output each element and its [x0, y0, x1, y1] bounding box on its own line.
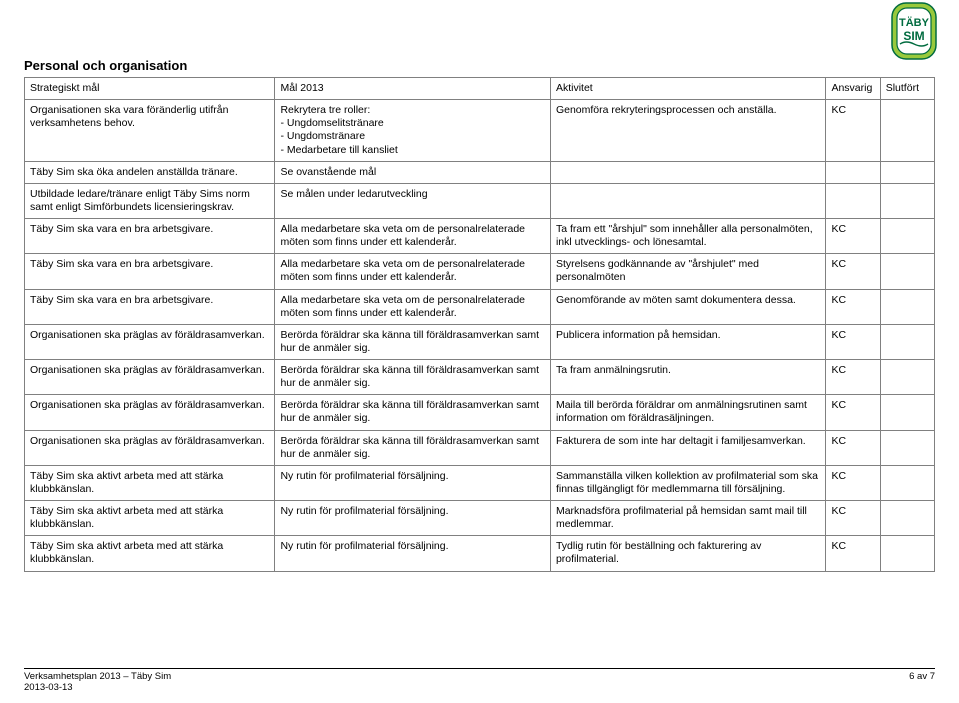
- table-row: Organisationen ska präglas av föräldrasa…: [25, 395, 935, 430]
- col-strategiskt: Strategiskt mål: [25, 78, 275, 100]
- table-row: Täby Sim ska vara en bra arbetsgivare.Al…: [25, 219, 935, 254]
- table-row: Organisationen ska vara föränderlig utif…: [25, 100, 935, 162]
- cell-c4: KC: [826, 254, 880, 289]
- cell-c3: Ta fram anmälningsrutin.: [550, 360, 826, 395]
- cell-c3: Marknadsföra profilmaterial på hemsidan …: [550, 501, 826, 536]
- table-row: Täby Sim ska vara en bra arbetsgivare.Al…: [25, 289, 935, 324]
- cell-c4: KC: [826, 360, 880, 395]
- cell-c1: Täby Sim ska öka andelen anställda träna…: [25, 161, 275, 183]
- cell-c3: Genomföra rekryteringsprocessen och anst…: [550, 100, 826, 162]
- cell-c3: Fakturera de som inte har deltagit i fam…: [550, 430, 826, 465]
- cell-c1: Organisationen ska präglas av föräldrasa…: [25, 430, 275, 465]
- cell-c5: [880, 183, 934, 218]
- col-aktivitet: Aktivitet: [550, 78, 826, 100]
- page: TÄBY SIM Personal och organisation Strat…: [0, 0, 959, 572]
- cell-c1: Täby Sim ska aktivt arbeta med att stärk…: [25, 536, 275, 571]
- table-row: Täby Sim ska aktivt arbeta med att stärk…: [25, 501, 935, 536]
- table-row: Organisationen ska präglas av föräldrasa…: [25, 324, 935, 359]
- col-slutfort: Slutfört: [880, 78, 934, 100]
- svg-text:SIM: SIM: [903, 29, 924, 43]
- cell-c4: KC: [826, 536, 880, 571]
- cell-c1: Organisationen ska vara föränderlig utif…: [25, 100, 275, 162]
- plan-table: Strategiskt mål Mål 2013 Aktivitet Ansva…: [24, 77, 935, 572]
- cell-c4: [826, 161, 880, 183]
- cell-c5: [880, 536, 934, 571]
- cell-c3: Publicera information på hemsidan.: [550, 324, 826, 359]
- cell-c1: Utbildade ledare/tränare enligt Täby Sim…: [25, 183, 275, 218]
- cell-c4: KC: [826, 324, 880, 359]
- cell-c2: Berörda föräldrar ska känna till föräldr…: [275, 395, 551, 430]
- table-row: Täby Sim ska aktivt arbeta med att stärk…: [25, 465, 935, 500]
- cell-c2: Se målen under ledarutveckling: [275, 183, 551, 218]
- cell-c2: Rekrytera tre roller: - Ungdomselitsträn…: [275, 100, 551, 162]
- cell-c1: Organisationen ska präglas av föräldrasa…: [25, 360, 275, 395]
- table-header-row: Strategiskt mål Mål 2013 Aktivitet Ansva…: [25, 78, 935, 100]
- footer-date: 2013-03-13: [24, 682, 73, 693]
- cell-c4: KC: [826, 395, 880, 430]
- cell-c2: Alla medarbetare ska veta om de personal…: [275, 219, 551, 254]
- cell-c3: Ta fram ett "årshjul" som innehåller all…: [550, 219, 826, 254]
- cell-c2: Berörda föräldrar ska känna till föräldr…: [275, 360, 551, 395]
- svg-text:TÄBY: TÄBY: [899, 16, 930, 29]
- cell-c3: Tydlig rutin för beställning och fakture…: [550, 536, 826, 571]
- footer-doc-title: Verksamhetsplan 2013 – Täby Sim: [24, 671, 171, 682]
- cell-c3: [550, 161, 826, 183]
- cell-c1: Täby Sim ska vara en bra arbetsgivare.: [25, 289, 275, 324]
- cell-c4: KC: [826, 465, 880, 500]
- table-row: Organisationen ska präglas av föräldrasa…: [25, 360, 935, 395]
- cell-c2: Ny rutin för profilmaterial försäljning.: [275, 465, 551, 500]
- cell-c2: Berörda föräldrar ska känna till föräldr…: [275, 324, 551, 359]
- footer: Verksamhetsplan 2013 – Täby Sim 2013-03-…: [24, 668, 935, 693]
- cell-c5: [880, 501, 934, 536]
- table-row: Täby Sim ska aktivt arbeta med att stärk…: [25, 536, 935, 571]
- cell-c2: Alla medarbetare ska veta om de personal…: [275, 254, 551, 289]
- cell-c1: Täby Sim ska vara en bra arbetsgivare.: [25, 219, 275, 254]
- cell-c3: Sammanställa vilken kollektion av profil…: [550, 465, 826, 500]
- cell-c2: Berörda föräldrar ska känna till föräldr…: [275, 430, 551, 465]
- table-row: Organisationen ska präglas av föräldrasa…: [25, 430, 935, 465]
- cell-c4: KC: [826, 100, 880, 162]
- cell-c5: [880, 465, 934, 500]
- cell-c2: Ny rutin för profilmaterial försäljning.: [275, 536, 551, 571]
- footer-left: Verksamhetsplan 2013 – Täby Sim 2013-03-…: [24, 671, 171, 693]
- cell-c5: [880, 430, 934, 465]
- cell-c3: Maila till berörda föräldrar om anmälnin…: [550, 395, 826, 430]
- cell-c2: Se ovanstående mål: [275, 161, 551, 183]
- cell-c1: Täby Sim ska vara en bra arbetsgivare.: [25, 254, 275, 289]
- cell-c1: Organisationen ska präglas av föräldrasa…: [25, 395, 275, 430]
- table-row: Täby Sim ska öka andelen anställda träna…: [25, 161, 935, 183]
- cell-c4: [826, 183, 880, 218]
- cell-c3: [550, 183, 826, 218]
- cell-c1: Organisationen ska präglas av föräldrasa…: [25, 324, 275, 359]
- cell-c2: Ny rutin för profilmaterial försäljning.: [275, 501, 551, 536]
- section-title: Personal och organisation: [24, 58, 935, 73]
- cell-c3: Genomförande av möten samt dokumentera d…: [550, 289, 826, 324]
- cell-c4: KC: [826, 430, 880, 465]
- cell-c5: [880, 219, 934, 254]
- cell-c2: Alla medarbetare ska veta om de personal…: [275, 289, 551, 324]
- cell-c4: KC: [826, 219, 880, 254]
- cell-c1: Täby Sim ska aktivt arbeta med att stärk…: [25, 501, 275, 536]
- cell-c5: [880, 254, 934, 289]
- logo: TÄBY SIM: [891, 2, 937, 60]
- cell-c5: [880, 289, 934, 324]
- footer-page-number: 6 av 7: [909, 671, 935, 693]
- cell-c5: [880, 100, 934, 162]
- table-row: Utbildade ledare/tränare enligt Täby Sim…: [25, 183, 935, 218]
- cell-c5: [880, 360, 934, 395]
- cell-c1: Täby Sim ska aktivt arbeta med att stärk…: [25, 465, 275, 500]
- col-ansvarig: Ansvarig: [826, 78, 880, 100]
- table-row: Täby Sim ska vara en bra arbetsgivare.Al…: [25, 254, 935, 289]
- col-mal2013: Mål 2013: [275, 78, 551, 100]
- cell-c5: [880, 161, 934, 183]
- cell-c3: Styrelsens godkännande av "årshjulet" me…: [550, 254, 826, 289]
- cell-c5: [880, 395, 934, 430]
- cell-c5: [880, 324, 934, 359]
- cell-c4: KC: [826, 289, 880, 324]
- cell-c4: KC: [826, 501, 880, 536]
